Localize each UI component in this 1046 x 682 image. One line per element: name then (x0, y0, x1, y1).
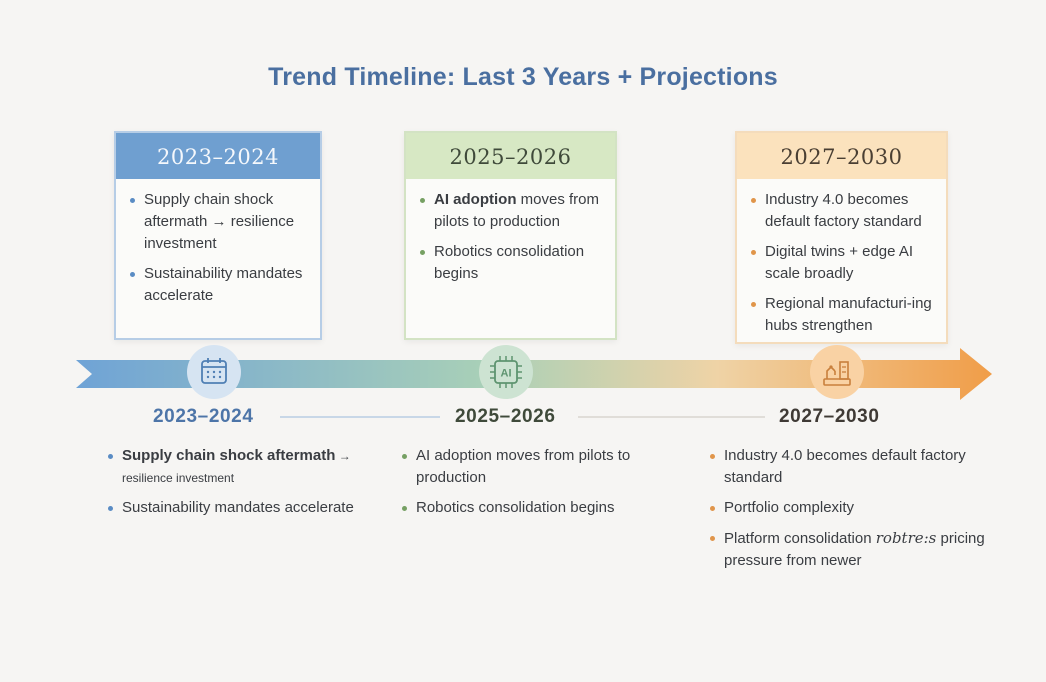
bullet-small: → resilience investment (122, 449, 351, 485)
lower-list-2027-2030: Industry 4.0 becomes default factory sta… (708, 445, 998, 580)
period-label: 2023–2024 (147, 406, 260, 428)
ai-chip-label: AI (501, 368, 512, 380)
card-bullet: Industry 4.0 becomes default factory sta… (749, 189, 938, 233)
calendar-icon (201, 358, 227, 384)
list-item: Supply chain shock aftermath → resilienc… (106, 445, 376, 489)
card-heading: 2025–2026 (406, 133, 615, 179)
bullet-main: Platform consolidation (724, 530, 876, 547)
lower-list-2025-2026: AI adoption moves from pilots to product… (400, 445, 670, 527)
bullet-main: Supply chain shock aftermath (122, 447, 336, 464)
card-bullet: Robotics consolidation begins (418, 241, 607, 285)
card-bullet: Sustainability mandates accelerate (128, 263, 312, 307)
list-item: Robotics consolidation begins (400, 497, 670, 519)
list-item: Sustainability mandates accelerate (106, 497, 376, 519)
page-title: Trend Timeline: Last 3 Years + Projectio… (268, 63, 778, 91)
node-ai: AI (479, 345, 533, 399)
node-factory (810, 345, 864, 399)
card-bullet: Supply chain shock aftermath → resilienc… (128, 189, 312, 255)
bullet-italic: robtre:s (875, 529, 937, 547)
factory-robot-icon (823, 361, 851, 386)
period-label: 2027–2030 (773, 406, 886, 428)
period-label: 2025–2026 (449, 406, 562, 428)
arrow-band (76, 348, 992, 400)
card-2023-2024: 2023–2024 Supply chain shock aftermath →… (114, 131, 322, 340)
bullet-bold: AI adoption (434, 191, 517, 208)
card-2025-2026: 2025–2026 AI adoption moves from pilots … (404, 131, 617, 340)
bullet-after: pricing pressure from newer (724, 530, 985, 569)
bullet-rest: moves from pilots to production (434, 191, 600, 230)
list-item: Platform consolidation robtre:s pricing … (708, 527, 998, 572)
card-bullet: AI adoption moves from pilots to product… (418, 189, 607, 233)
list-item: Portfolio complexity (708, 497, 998, 519)
node-calendar (187, 345, 241, 399)
ai-chip-icon: AI (490, 356, 522, 388)
card-heading: 2023–2024 (116, 133, 320, 179)
list-item: Industry 4.0 becomes default factory sta… (708, 445, 998, 489)
card-bullet: Regional manufacturi-ing hubs strengthen (749, 293, 938, 337)
card-heading: 2027–2030 (737, 133, 946, 179)
card-2027-2030: 2027–2030 Industry 4.0 becomes default f… (735, 131, 948, 344)
lower-list-2023-2024: Supply chain shock aftermath → resilienc… (106, 445, 376, 527)
card-bullet: Digital twins + edge AI scale broadly (749, 241, 938, 285)
list-item: AI adoption moves from pilots to product… (400, 445, 670, 489)
